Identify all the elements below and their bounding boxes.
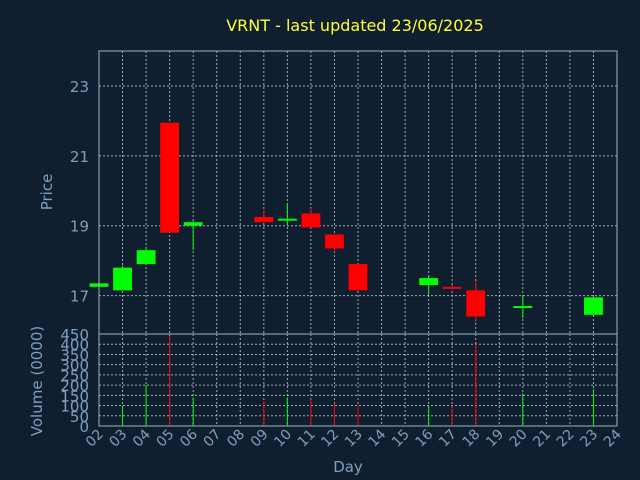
x-tick-label: 11 [295, 427, 319, 451]
candle-body [419, 278, 439, 286]
volume-axis-label: Volume (0000) [28, 326, 46, 436]
price-tick-label: 21 [70, 148, 89, 166]
volume-tick-label: 450 [60, 326, 89, 344]
volume-tick-label: 350 [60, 346, 89, 364]
candle-body [325, 234, 344, 249]
x-tick-label: 20 [507, 427, 531, 451]
candle-body [442, 286, 462, 289]
x-tick-label: 15 [389, 427, 413, 451]
candle-body [301, 213, 321, 228]
x-tick-label: 18 [460, 427, 484, 451]
volume-tick-label: 50 [70, 408, 89, 426]
candle-body [466, 290, 486, 317]
volume-tick-label: 100 [60, 398, 89, 416]
x-tick-label: 06 [177, 426, 201, 450]
x-tick-label: 21 [530, 427, 554, 451]
volume-tick-label: 400 [60, 336, 89, 354]
candle-body [348, 264, 368, 291]
candle-body [513, 306, 533, 309]
x-ticks: 02 03 04 05 06 07 08 09 10 11 12 13 14 15 16 17 18 19 20 21… [83, 426, 625, 450]
volume-panel-frame [98, 333, 618, 427]
candle-body [277, 218, 297, 221]
price-tick-label: 19 [70, 218, 89, 236]
x-tick-label: 14 [365, 426, 389, 450]
x-tick-label: 19 [483, 427, 507, 451]
candle-body [136, 250, 156, 265]
x-tick-label: 03 [106, 427, 130, 451]
price-tick-label: 17 [70, 288, 89, 306]
x-tick-label: 07 [201, 427, 225, 451]
price-tick-label: 23 [70, 78, 89, 96]
x-tick-label: 05 [154, 427, 178, 451]
volume-tick-label: 300 [60, 357, 89, 375]
chart-title: VRNT - last updated 23/06/2025 [226, 16, 484, 35]
x-tick-label: 17 [436, 427, 460, 451]
y-axis-label: Price [38, 174, 56, 211]
candle-body [254, 216, 274, 223]
x-tick-label: 08 [224, 427, 248, 451]
x-tick-label: 10 [271, 427, 295, 451]
x-tick-label: 16 [413, 426, 437, 450]
x-tick-label: 23 [577, 427, 601, 451]
x-tick-label: 04 [130, 426, 154, 450]
candle-body [160, 122, 180, 233]
x-tick-label: 12 [318, 427, 342, 451]
x-axis-label: Day [333, 458, 363, 476]
volume-bars [122, 336, 594, 426]
x-tick-label: 24 [601, 426, 625, 450]
candles [89, 122, 603, 322]
volume-tick-label: 200 [60, 377, 89, 395]
volume-tick-label: 250 [60, 367, 89, 385]
x-tick-label: 22 [554, 427, 578, 451]
candle-body [584, 297, 603, 315]
price-y-ticks: 17 19 21 23 [70, 78, 89, 306]
candle-body [183, 222, 203, 226]
x-tick-label: 13 [342, 427, 366, 451]
volume-tick-label: 150 [60, 387, 89, 405]
candle-body [113, 267, 132, 291]
volume-tick-label: 0 [79, 418, 89, 436]
x-tick-label: 09 [248, 427, 272, 451]
